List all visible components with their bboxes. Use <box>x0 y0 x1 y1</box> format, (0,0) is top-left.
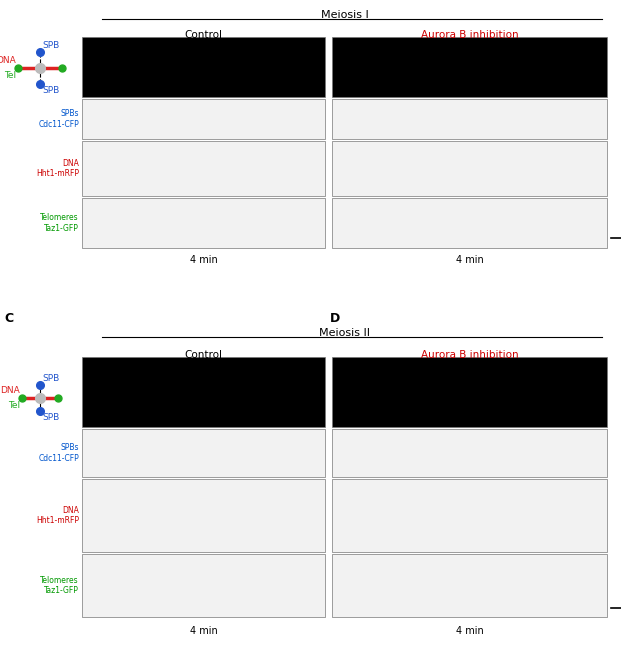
Bar <box>82 99 325 139</box>
Text: Aurora B inhibition: Aurora B inhibition <box>420 350 519 360</box>
Text: Aurora B inhibition: Aurora B inhibition <box>420 30 519 40</box>
Bar <box>332 141 607 196</box>
Text: Telomeres
Taz1-GFP: Telomeres Taz1-GFP <box>40 213 79 233</box>
Text: Control: Control <box>184 30 222 40</box>
Text: Meiosis I: Meiosis I <box>320 10 368 20</box>
Text: 4 min: 4 min <box>456 626 483 636</box>
Text: DNA
Hht1-mRFP: DNA Hht1-mRFP <box>36 506 79 525</box>
Text: 4 min: 4 min <box>189 626 217 636</box>
Text: DNA: DNA <box>0 386 20 395</box>
Bar <box>82 429 325 477</box>
Text: 4 min: 4 min <box>189 255 217 265</box>
Bar <box>332 37 607 97</box>
Bar <box>332 479 607 552</box>
Text: Telomeres
Taz1-GFP: Telomeres Taz1-GFP <box>40 576 79 595</box>
Bar <box>82 141 325 196</box>
Bar <box>82 554 325 617</box>
Text: SPBs
Cdc11-CFP: SPBs Cdc11-CFP <box>39 109 79 129</box>
Text: SPBs
Cdc11-CFP: SPBs Cdc11-CFP <box>39 443 79 462</box>
Bar <box>332 99 607 139</box>
Bar <box>332 357 607 427</box>
Text: SPB: SPB <box>42 86 59 95</box>
Bar <box>82 198 325 248</box>
Text: Meiosis II: Meiosis II <box>319 328 370 338</box>
Bar <box>82 37 325 97</box>
Text: Tel: Tel <box>4 71 16 80</box>
Text: DNA
Hht1-mRFP: DNA Hht1-mRFP <box>36 159 79 178</box>
Bar <box>332 554 607 617</box>
Text: D: D <box>330 312 340 325</box>
Text: SPB: SPB <box>42 413 59 422</box>
Text: SPB: SPB <box>42 41 59 50</box>
Bar <box>82 479 325 552</box>
Bar <box>82 357 325 427</box>
Text: DNA: DNA <box>0 56 16 65</box>
Text: 4 min: 4 min <box>456 255 483 265</box>
Bar <box>332 198 607 248</box>
Text: Control: Control <box>184 350 222 360</box>
Text: C: C <box>4 312 13 325</box>
Bar <box>332 429 607 477</box>
Text: Tel: Tel <box>8 401 20 410</box>
Text: SPB: SPB <box>42 374 59 383</box>
